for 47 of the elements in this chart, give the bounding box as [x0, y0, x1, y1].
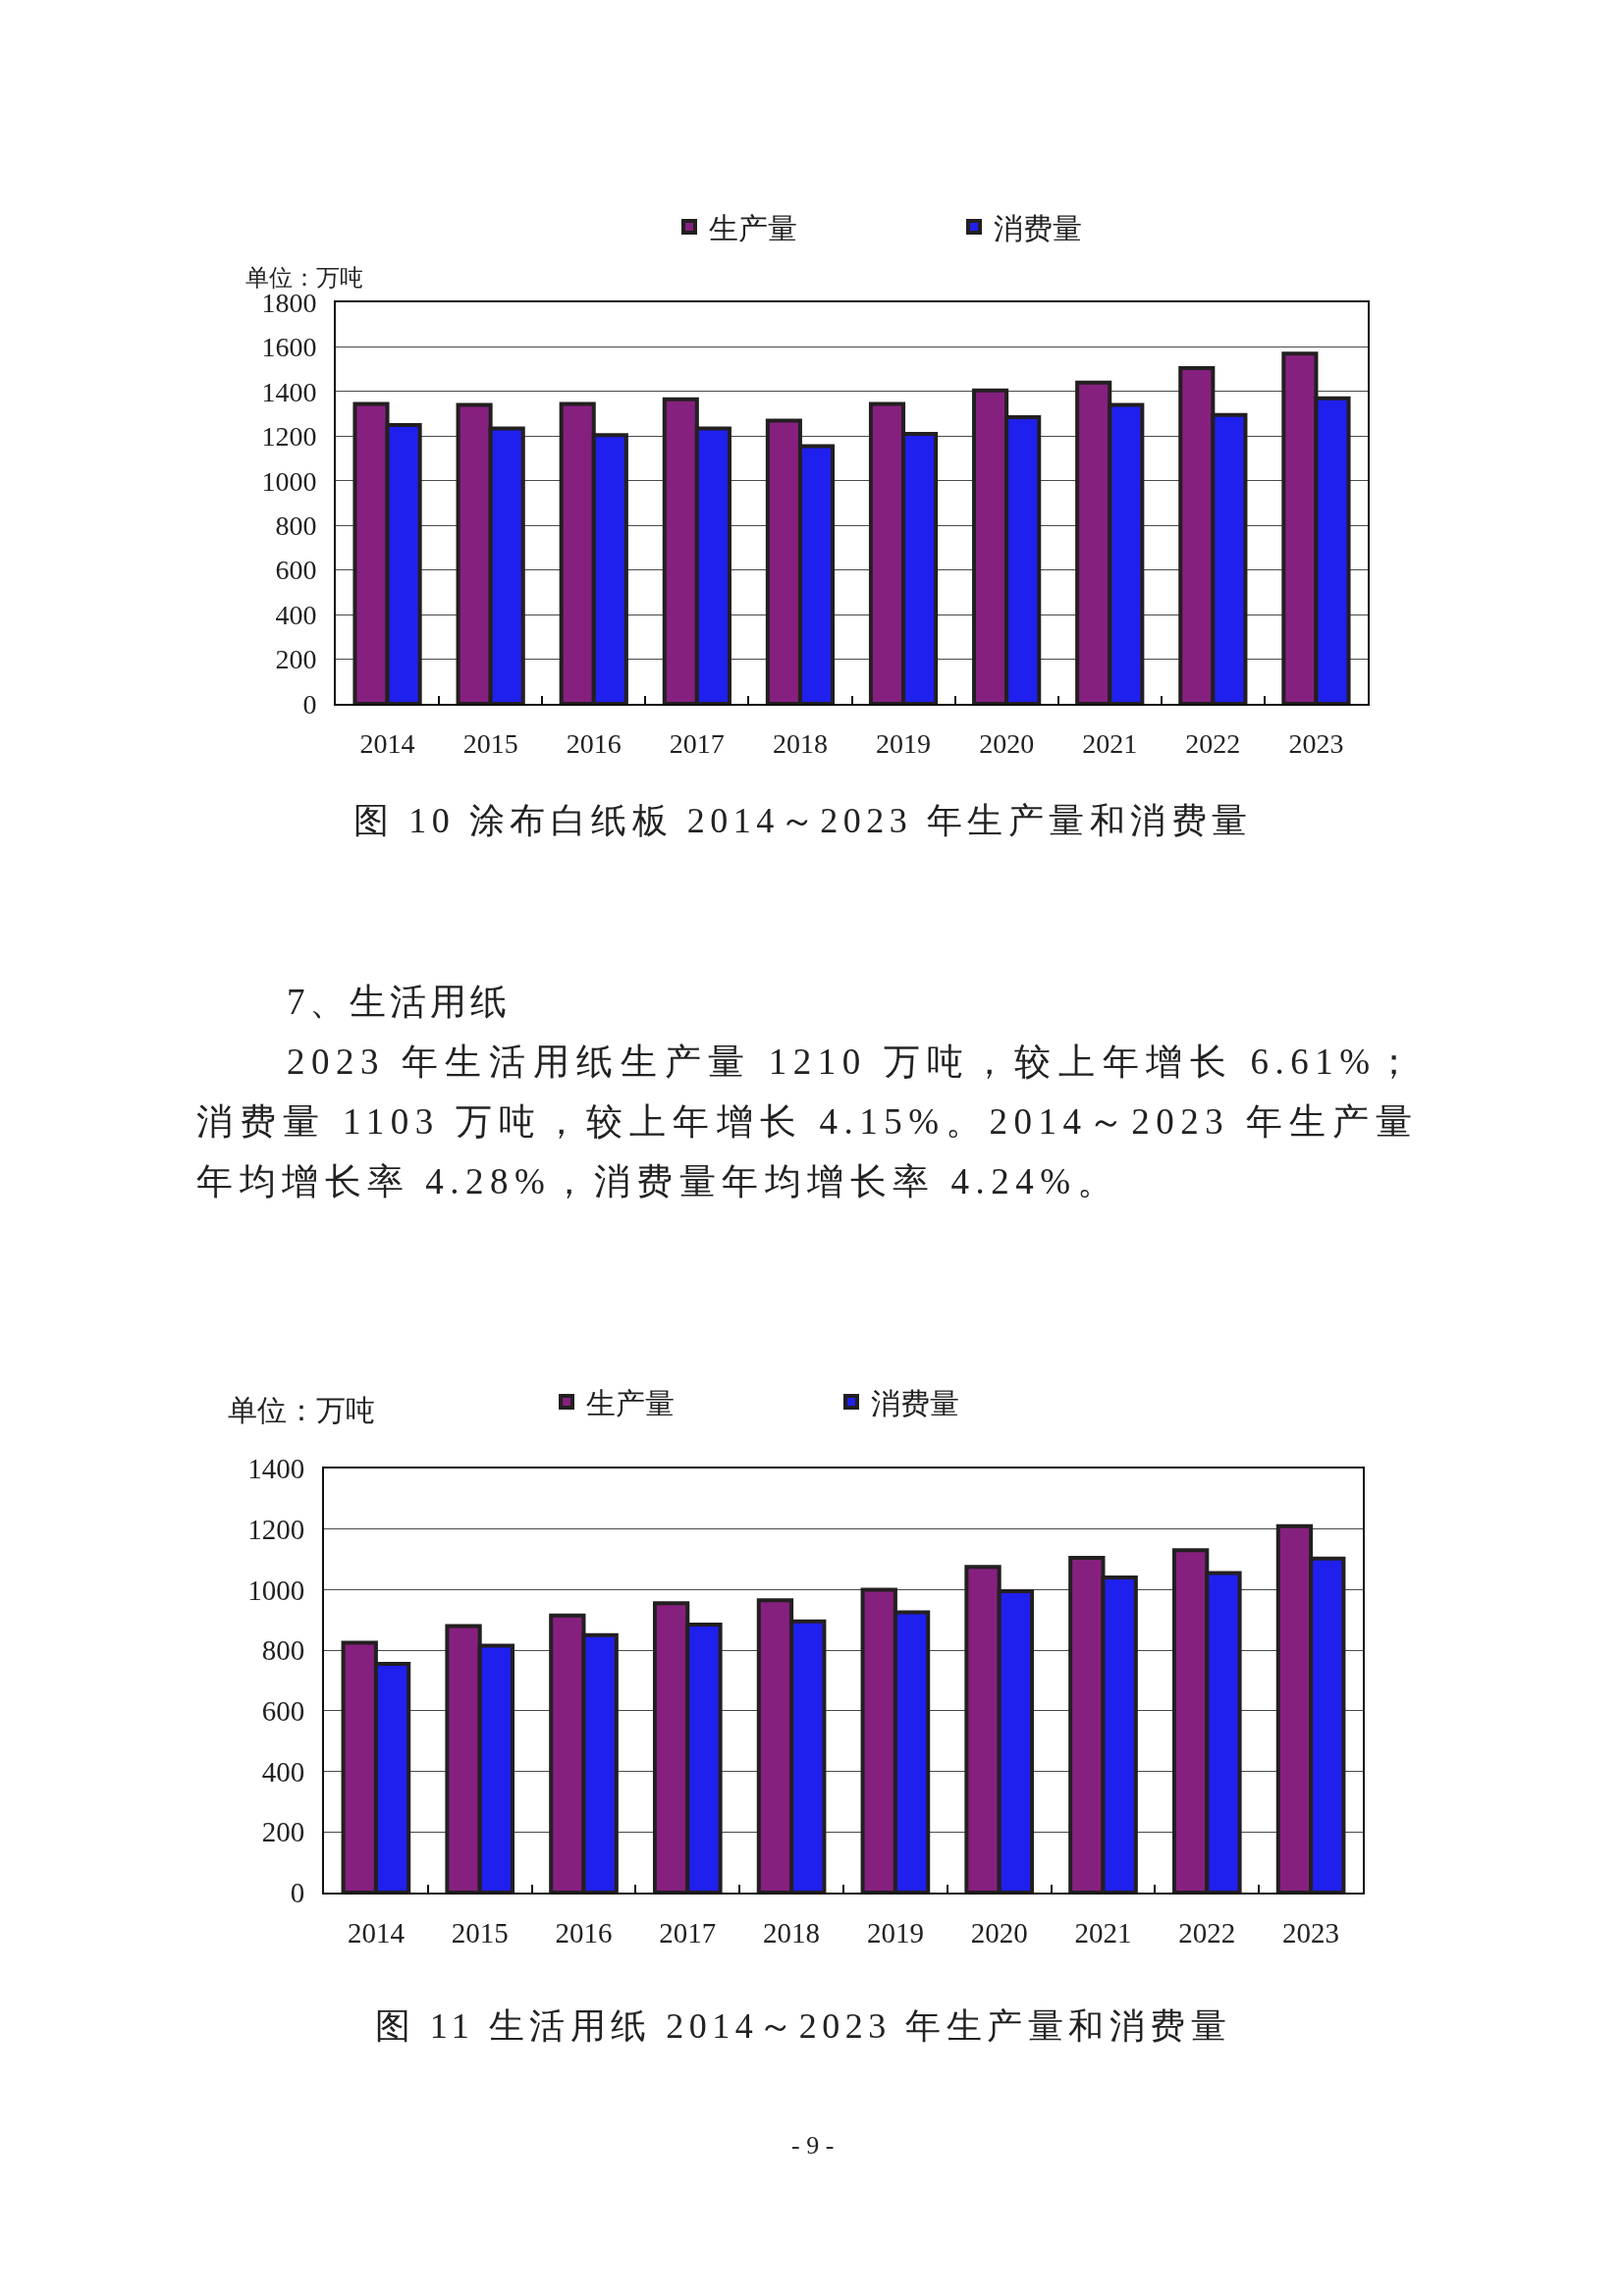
y-tick-label: 0 [290, 1877, 305, 1909]
x-tick-label: 2016 [566, 727, 622, 759]
y-tick-label: 200 [261, 1816, 305, 1848]
x-tick-label: 2023 [1282, 1916, 1340, 1949]
y-tick-label: 1000 [247, 1574, 305, 1606]
x-tick-label: 2021 [1082, 727, 1138, 759]
x-tick-label: 2016 [555, 1916, 613, 1949]
x-tick-label: 2023 [1288, 727, 1344, 759]
legend-label: 消费量 [994, 211, 1082, 244]
x-tick-label: 2021 [1074, 1916, 1132, 1949]
x-tick-label: 2015 [451, 1916, 509, 1949]
y-tick-label: 1400 [247, 1453, 305, 1485]
x-tick-label: 2014 [347, 1916, 406, 1949]
legend-label: 消费量 [871, 1386, 959, 1419]
y-tick-label: 0 [302, 688, 317, 720]
x-tick-label: 2022 [1178, 1916, 1236, 1949]
x-tick-label: 2019 [866, 1916, 924, 1949]
y-tick-label: 200 [275, 644, 317, 675]
x-tick-label: 2017 [669, 727, 725, 759]
x-tick-label: 2022 [1185, 727, 1241, 759]
y-tick-label: 1200 [261, 421, 317, 453]
y-axis-title: 单位：万吨 [228, 1394, 375, 1426]
y-tick-label: 600 [275, 555, 317, 586]
legend-label: 生产量 [709, 211, 797, 244]
x-tick-label: 2014 [359, 727, 415, 759]
x-tick-label: 2019 [876, 727, 932, 759]
text: - 9 - [791, 2131, 835, 2160]
text: 2023 年生活用纸生产量 1210 万吨，较上年增长 6.61%；消费量 1103 万吨，较上年增长 4.15%。2014～2023 年生产量年均增长率 4.28%，消费量年均增长率 4.24%。 [196, 1041, 1419, 1203]
x-tick-label: 2020 [979, 727, 1035, 759]
y-tick-label: 1200 [247, 1513, 305, 1545]
y-tick-label: 1400 [261, 376, 317, 407]
x-tick-label: 2020 [970, 1916, 1028, 1949]
legend-label: 生产量 [586, 1386, 675, 1419]
y-tick-label: 1000 [261, 465, 317, 497]
text: 7、生活用纸 [287, 981, 512, 1024]
text: 图 11 生活用纸 2014～2023 年生产量和消费量 [374, 2005, 1232, 2046]
x-tick-label: 2018 [763, 1916, 821, 1949]
x-tick-label: 2018 [772, 727, 828, 759]
y-tick-label: 400 [261, 1755, 305, 1788]
y-tick-label: 1600 [261, 332, 317, 363]
text: 图 10 涂布白纸板 2014～2023 年生产量和消费量 [353, 800, 1253, 840]
x-tick-label: 2017 [659, 1916, 717, 1949]
y-tick-label: 800 [275, 510, 317, 542]
y-tick-label: 400 [275, 599, 317, 630]
y-tick-label: 600 [261, 1695, 305, 1728]
x-tick-label: 2015 [462, 727, 518, 759]
y-tick-label: 800 [261, 1634, 305, 1667]
